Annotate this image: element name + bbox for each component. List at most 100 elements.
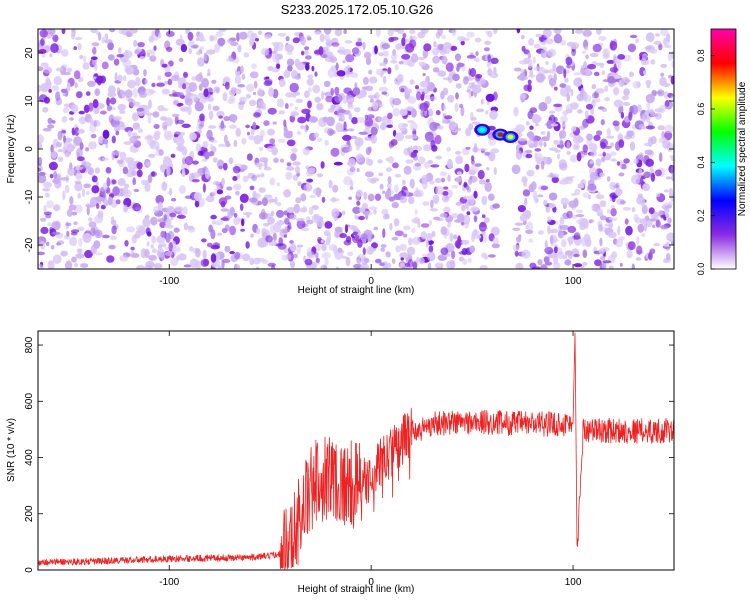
noise-blob	[377, 159, 383, 164]
noise-blob	[609, 151, 617, 156]
noise-blob	[286, 207, 295, 214]
noise-blob	[84, 250, 93, 259]
noise-blob	[97, 210, 104, 219]
noise-blob	[663, 189, 669, 193]
noise-blob	[153, 124, 160, 129]
noise-blob	[415, 189, 424, 198]
noise-blob	[163, 125, 168, 130]
noise-blob	[239, 193, 249, 203]
noise-blob	[393, 218, 399, 227]
noise-blob	[222, 92, 228, 102]
noise-blob	[95, 181, 99, 186]
noise-blob	[418, 61, 426, 67]
noise-blob	[469, 245, 476, 254]
noise-blob	[160, 230, 166, 238]
noise-blob	[454, 241, 462, 248]
noise-blob	[618, 172, 625, 177]
noise-blob	[202, 258, 210, 267]
noise-blob	[393, 29, 400, 32]
noise-blob	[207, 103, 212, 111]
noise-blob	[384, 190, 391, 200]
noise-blob	[161, 243, 167, 248]
noise-blob	[137, 128, 144, 134]
noise-blob	[208, 87, 213, 93]
noise-blob	[652, 224, 656, 229]
noise-blob	[328, 179, 333, 189]
noise-blob	[434, 177, 442, 184]
noise-blob	[380, 247, 386, 252]
noise-blob	[276, 202, 282, 207]
noise-blob	[351, 47, 360, 55]
noise-blob	[156, 82, 166, 87]
noise-blob	[227, 39, 233, 44]
noise-blob	[151, 171, 156, 177]
noise-blob	[73, 221, 78, 226]
noise-blob	[461, 204, 466, 212]
noise-blob	[534, 136, 542, 141]
noise-blob	[290, 110, 298, 118]
noise-blob	[67, 166, 75, 176]
noise-blob	[180, 131, 186, 136]
noise-blob	[224, 195, 232, 200]
noise-blob	[382, 190, 386, 194]
noise-blob	[600, 255, 606, 261]
noise-blob	[354, 82, 358, 89]
noise-blob	[289, 214, 297, 220]
noise-blob	[74, 82, 78, 89]
noise-blob	[455, 155, 463, 165]
noise-blob	[525, 120, 530, 126]
noise-blob	[220, 217, 229, 221]
noise-blob	[671, 174, 674, 182]
noise-blob	[276, 182, 280, 187]
noise-blob	[423, 101, 430, 108]
noise-blob	[646, 82, 651, 89]
colorbar-tick-label: 0.2	[696, 209, 706, 222]
noise-blob	[75, 166, 83, 171]
noise-blob	[650, 136, 657, 145]
noise-blob	[333, 245, 338, 255]
noise-blob	[412, 261, 418, 269]
noise-blob	[306, 181, 310, 190]
noise-blob	[146, 241, 150, 247]
noise-blob	[391, 201, 399, 209]
noise-blob	[531, 140, 541, 147]
noise-blob	[475, 51, 479, 57]
noise-blob	[523, 180, 528, 187]
noise-blob	[535, 33, 542, 38]
noise-blob	[430, 199, 434, 209]
noise-blob	[296, 131, 302, 135]
noise-blob	[575, 209, 584, 213]
noise-blob	[123, 141, 132, 146]
noise-blob	[349, 72, 359, 78]
noise-blob	[517, 137, 527, 142]
noise-blob	[437, 125, 444, 130]
noise-blob	[559, 224, 570, 231]
noise-blob	[123, 50, 133, 59]
noise-blob	[163, 81, 169, 85]
noise-blob	[170, 217, 174, 221]
noise-blob	[527, 59, 533, 69]
noise-blob	[486, 167, 490, 171]
noise-blob	[196, 125, 202, 131]
noise-blob	[211, 35, 218, 41]
noise-blob	[307, 100, 312, 109]
noise-blob	[490, 148, 500, 154]
noise-blob	[45, 79, 52, 90]
noise-blob	[592, 43, 602, 53]
spectrogram-x-label: Height of straight line (km)	[298, 285, 415, 296]
noise-blob	[582, 192, 590, 198]
noise-blob	[525, 229, 534, 234]
noise-blob	[573, 253, 580, 258]
noise-blob	[85, 91, 91, 96]
noise-blob	[323, 265, 327, 269]
noise-blob	[602, 260, 612, 264]
noise-blob	[411, 227, 416, 233]
noise-blob	[202, 183, 206, 193]
noise-blob	[263, 120, 270, 126]
noise-blob	[641, 204, 648, 215]
noise-blob	[133, 39, 138, 48]
noise-blob	[331, 42, 340, 47]
noise-blob	[387, 176, 392, 185]
noise-blob	[422, 73, 426, 77]
noise-blob	[451, 250, 456, 260]
